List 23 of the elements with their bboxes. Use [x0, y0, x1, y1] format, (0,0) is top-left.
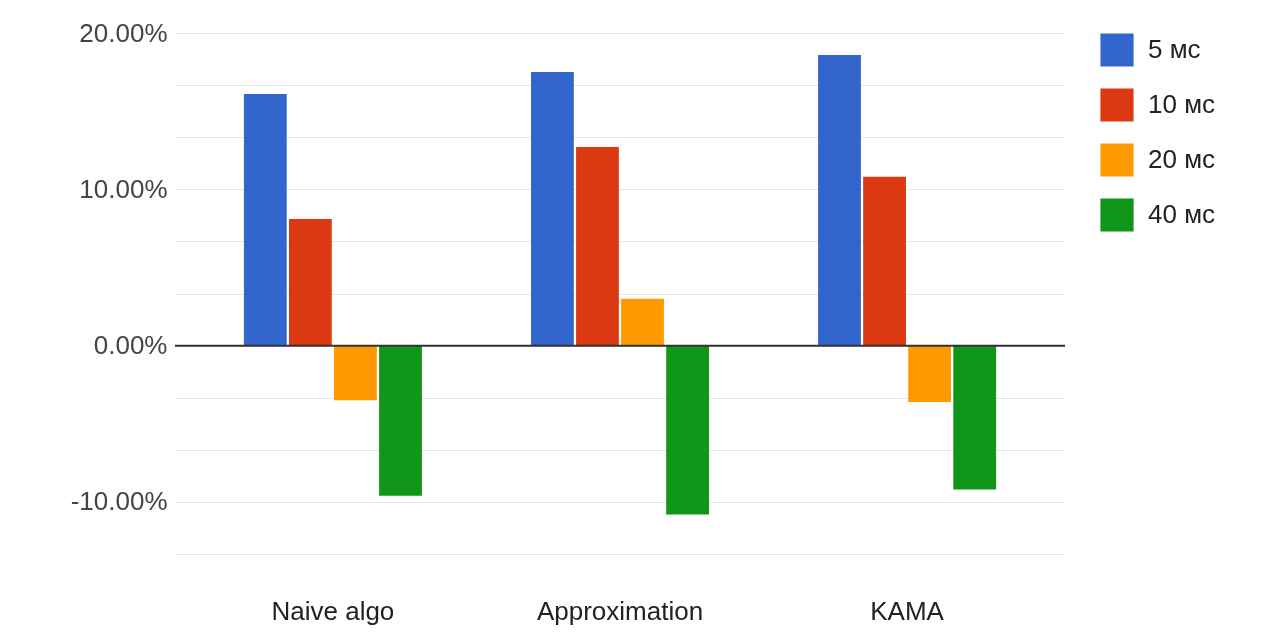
bar	[818, 54, 861, 346]
legend-label: 20 мс	[1148, 144, 1216, 174]
bar	[334, 345, 377, 401]
bar	[531, 72, 574, 346]
bar	[666, 345, 709, 515]
y-tick-label: 20.00%	[79, 17, 168, 48]
bar	[953, 345, 997, 490]
legend-label: 40 мс	[1148, 199, 1216, 229]
bar	[621, 298, 664, 346]
bar	[908, 345, 952, 402]
bar	[863, 176, 906, 346]
x-tick-label: Naive algo	[271, 595, 395, 626]
legend-label: 5 мс	[1148, 34, 1201, 64]
x-tick-label: Approximation	[536, 595, 704, 626]
bar	[243, 93, 287, 346]
bar	[288, 219, 332, 346]
x-tick-label: KAMA	[870, 595, 945, 626]
legend-label: 10 мс	[1148, 89, 1216, 119]
y-tick-label: 0.00%	[93, 330, 168, 361]
bar	[576, 147, 619, 346]
bar	[379, 345, 422, 496]
y-tick-label: 10.00%	[79, 173, 168, 204]
y-tick-label: -10.00%	[70, 486, 168, 517]
